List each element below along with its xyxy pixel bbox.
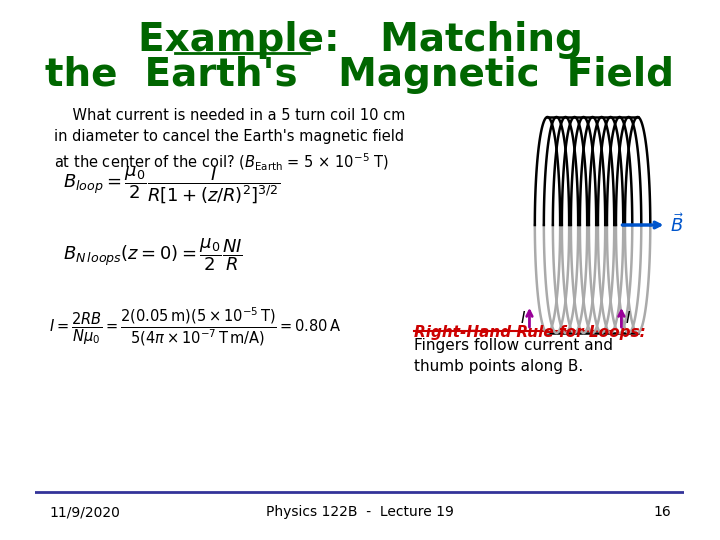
Text: What current is needed in a 5 turn coil 10 cm
in diameter to cancel the Earth's : What current is needed in a 5 turn coil … xyxy=(53,108,405,173)
Text: the  Earth's   Magnetic  Field: the Earth's Magnetic Field xyxy=(45,56,675,94)
Text: $I$: $I$ xyxy=(520,310,526,326)
Text: 16: 16 xyxy=(653,505,671,519)
Text: Right-Hand Rule for Loops:: Right-Hand Rule for Loops: xyxy=(414,325,646,340)
Text: Example:   Matching: Example: Matching xyxy=(138,21,582,59)
Text: $I = \dfrac{2RB}{N\mu_0} = \dfrac{2(0.05\,\mathrm{m})(5\times10^{-5}\,\mathrm{T}: $I = \dfrac{2RB}{N\mu_0} = \dfrac{2(0.05… xyxy=(49,306,341,348)
Text: 11/9/2020: 11/9/2020 xyxy=(49,505,120,519)
Text: $I$: $I$ xyxy=(625,310,631,326)
Text: Fingers follow current and
thumb points along B.: Fingers follow current and thumb points … xyxy=(414,338,613,374)
Text: Physics 122B  -  Lecture 19: Physics 122B - Lecture 19 xyxy=(266,505,454,519)
Text: $\vec{B}$: $\vec{B}$ xyxy=(670,214,684,237)
Text: $B_{loop} = \dfrac{\mu_0}{2} \dfrac{I}{R\left[1+(z/R)^2\right]^{3/2}}$: $B_{loop} = \dfrac{\mu_0}{2} \dfrac{I}{R… xyxy=(63,164,279,206)
Text: $B_{N\,loops}(z=0) = \dfrac{\mu_0}{2} \dfrac{NI}{R}$: $B_{N\,loops}(z=0) = \dfrac{\mu_0}{2} \d… xyxy=(63,237,243,273)
